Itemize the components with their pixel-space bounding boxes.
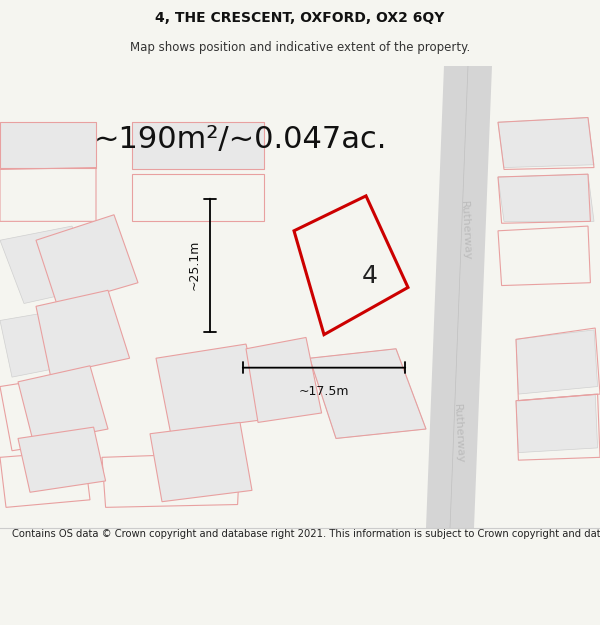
Text: ~25.1m: ~25.1m	[187, 240, 200, 291]
Polygon shape	[498, 174, 594, 221]
Polygon shape	[516, 394, 598, 452]
Text: Rutherway: Rutherway	[452, 404, 465, 464]
Polygon shape	[36, 290, 130, 375]
Polygon shape	[310, 349, 426, 439]
Text: Contains OS data © Crown copyright and database right 2021. This information is : Contains OS data © Crown copyright and d…	[12, 529, 600, 539]
Polygon shape	[498, 118, 594, 168]
Polygon shape	[246, 338, 322, 422]
Polygon shape	[0, 226, 96, 304]
Polygon shape	[36, 215, 138, 306]
Polygon shape	[0, 122, 96, 168]
Polygon shape	[132, 122, 264, 169]
Text: ~17.5m: ~17.5m	[299, 384, 349, 398]
Polygon shape	[0, 309, 84, 377]
Polygon shape	[18, 427, 106, 493]
Polygon shape	[426, 66, 492, 528]
Polygon shape	[18, 366, 108, 443]
Text: ~190m²/~0.047ac.: ~190m²/~0.047ac.	[94, 125, 386, 154]
Text: 4, THE CRESCENT, OXFORD, OX2 6QY: 4, THE CRESCENT, OXFORD, OX2 6QY	[155, 11, 445, 26]
Polygon shape	[156, 344, 264, 432]
Text: 4: 4	[362, 264, 377, 288]
Polygon shape	[150, 422, 252, 502]
Polygon shape	[516, 330, 598, 394]
Text: Map shows position and indicative extent of the property.: Map shows position and indicative extent…	[130, 41, 470, 54]
Text: Rutherway: Rutherway	[459, 201, 472, 261]
